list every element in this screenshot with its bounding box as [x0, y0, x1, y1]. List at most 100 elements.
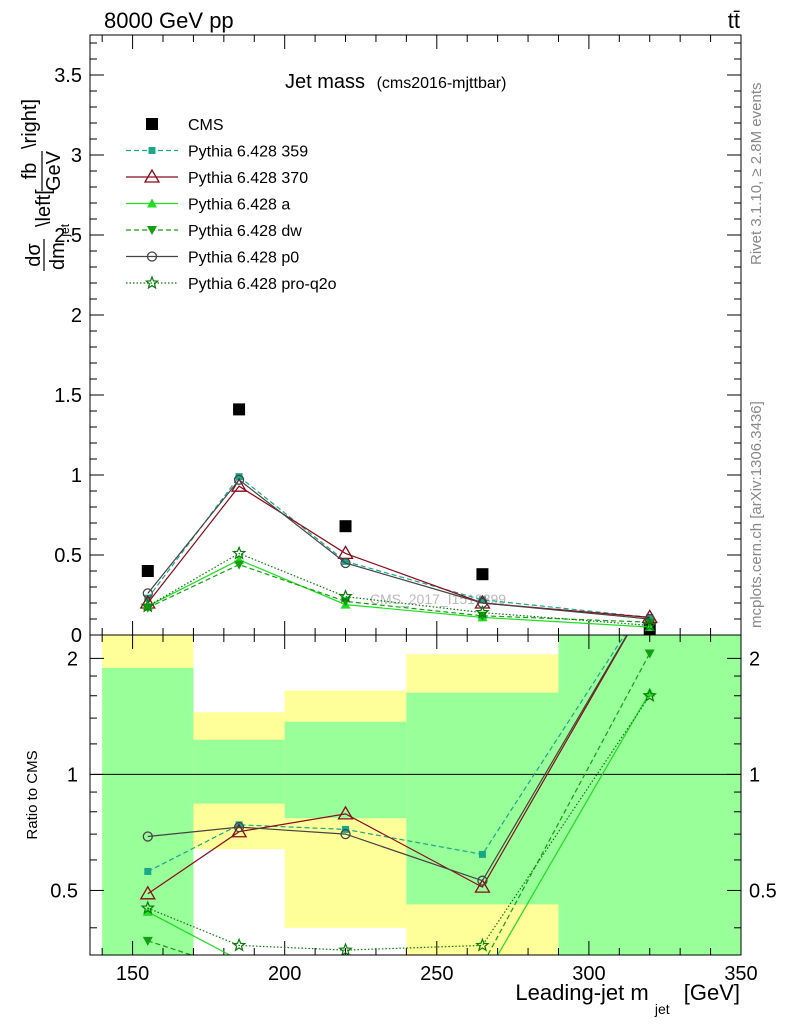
- chart-title-main: Jet mass: [285, 71, 365, 93]
- ratio-data-point: [139, 885, 156, 900]
- x-label-sub: jet: [654, 1001, 670, 1017]
- ratio-data-point: [645, 592, 654, 601]
- legend-label: CMS: [188, 117, 224, 134]
- y-label-right: \right]: [19, 99, 41, 149]
- x-tick-label: 150: [116, 963, 149, 985]
- ratio-series-3: [142, 649, 655, 981]
- legend-marker: [146, 118, 158, 130]
- x-tick-labels: 150 200 250 300 350: [116, 963, 758, 985]
- ratio-data-point: [142, 936, 153, 946]
- legend-marker: [143, 168, 161, 183]
- y-label-den-main: dm: [47, 242, 69, 270]
- chart-title-sub: (cms2016-mjttbar): [377, 75, 507, 92]
- y-label-den-sub: jet: [58, 223, 72, 237]
- ratio-data-point: [233, 821, 245, 833]
- main-series-6: [140, 545, 657, 632]
- main-data-point: [233, 403, 246, 416]
- y-label-left: \left[: [33, 189, 55, 227]
- main-y-axis-label: dσ dm jet \left[ fb GeV \right]: [19, 99, 72, 271]
- watermark-label: CMS_2017_I1518399: [370, 591, 506, 607]
- ratio-data-point: [231, 937, 247, 952]
- ratio-data-point: [643, 589, 657, 601]
- ratio-y-tick-label-right: 1: [749, 764, 760, 786]
- legend-label: Pythia 6.428 370: [188, 170, 308, 187]
- legend-entry: CMS: [146, 117, 224, 134]
- main-series-line: [147, 478, 650, 620]
- ratio-data-point: [341, 982, 351, 991]
- y-tick-label: 0.5: [54, 545, 82, 567]
- ratio-band-green: [406, 692, 559, 905]
- main-series-group: [139, 403, 658, 635]
- main-data-point: [337, 545, 354, 560]
- y-tick-label: 1.5: [54, 385, 82, 407]
- ratio-series-line: [147, 692, 651, 955]
- ratio-series-4: [142, 592, 654, 886]
- ratio-data-point: [338, 942, 353, 955]
- y-tick-label: 3: [71, 145, 82, 167]
- main-data-point: [342, 557, 350, 565]
- ratio-data-point: [142, 831, 153, 842]
- legend-marker: [147, 226, 157, 235]
- legend-entry: Pythia 6.428 359: [126, 144, 308, 161]
- ratio-y-tick-label: 2: [67, 648, 78, 670]
- main-data-point: [644, 613, 655, 625]
- main-data-point: [230, 477, 248, 492]
- legend-entry: Pythia 6.428 a: [126, 197, 290, 214]
- ratio-data-point: [234, 966, 244, 975]
- y-tick-label: 3.5: [54, 65, 82, 87]
- ratio-y-tick-label-right: 2: [749, 648, 760, 670]
- legend-marker: [146, 251, 158, 262]
- ratio-y-axis: 0.5 0.5 1 1 2 2: [50, 648, 777, 929]
- x-axis-label: Leading-jet m jet [GeV]: [515, 980, 740, 1019]
- ratio-series-line: [147, 653, 651, 955]
- main-y-axis: 0 0.5 1 1.5 2 2.5 3 3.5: [54, 42, 741, 647]
- main-series-line: [147, 563, 650, 623]
- main-data-point: [231, 545, 247, 560]
- ratio-data-point: [646, 593, 653, 600]
- ratio-data-point: [341, 972, 351, 981]
- main-data-point: [476, 568, 489, 581]
- ratio-data-point: [337, 805, 354, 820]
- main-data-point: [140, 598, 156, 613]
- ratio-series-line: [147, 695, 651, 951]
- ratio-band-green: [284, 721, 407, 819]
- x-tick-label: 300: [572, 963, 605, 985]
- legend-entry: Pythia 6.428 pro-q2o: [126, 275, 337, 293]
- ratio-band-green: [558, 635, 741, 955]
- main-data-point: [475, 604, 490, 619]
- ratio-y-tick-label-right: 0.5: [749, 880, 777, 902]
- ratio-data-point: [144, 867, 152, 875]
- x-label-main: Leading-jet m: [515, 980, 648, 1005]
- ratio-band-green: [193, 739, 285, 804]
- ratio-data-point: [474, 878, 491, 893]
- main-data-point: [478, 596, 486, 604]
- main-data-point: [642, 617, 657, 632]
- ratio-plot-frame: [89, 634, 742, 956]
- ratio-series-line: [147, 635, 629, 895]
- process-label: tt̄: [728, 8, 740, 33]
- ratio-series-line: [147, 635, 628, 882]
- x-tick-label: 350: [724, 963, 757, 985]
- ratio-data-point: [478, 850, 486, 858]
- main-series-0: [141, 403, 656, 635]
- ratio-uncertainty-bands: [102, 635, 741, 955]
- ratio-data-point: [340, 828, 351, 840]
- legend-label: Pythia 6.428 dw: [188, 223, 302, 240]
- x-tick-label: 250: [420, 963, 453, 985]
- main-data-point: [141, 565, 154, 577]
- legend-marker: [148, 147, 156, 154]
- main-data-point: [340, 557, 351, 569]
- chart-title: Jet mass (cms2016-mjttbar): [285, 71, 506, 93]
- y-label-den: dm jet: [47, 223, 72, 270]
- ratio-plot-panel: 0.5 0.51 12 2 Ratio to CMS 150 200 250 300 350 …: [24, 589, 777, 1019]
- ratio-data-point: [644, 649, 655, 659]
- legend-label: Pythia 6.428 pro-q2o: [188, 276, 337, 293]
- ratio-data-point: [477, 961, 487, 970]
- ratio-series-5: [140, 688, 657, 955]
- main-plot-panel: CMS_2017_I1518399 0 0.5 1 1.5 2 2.5 3 3.5 Jet m…: [19, 34, 742, 647]
- ratio-y-tick-label: 0.5: [50, 880, 78, 902]
- x-tick-label: 200: [268, 963, 301, 985]
- y-label-num: dσ: [23, 243, 45, 267]
- legend-label: Pythia 6.428 359: [188, 144, 308, 161]
